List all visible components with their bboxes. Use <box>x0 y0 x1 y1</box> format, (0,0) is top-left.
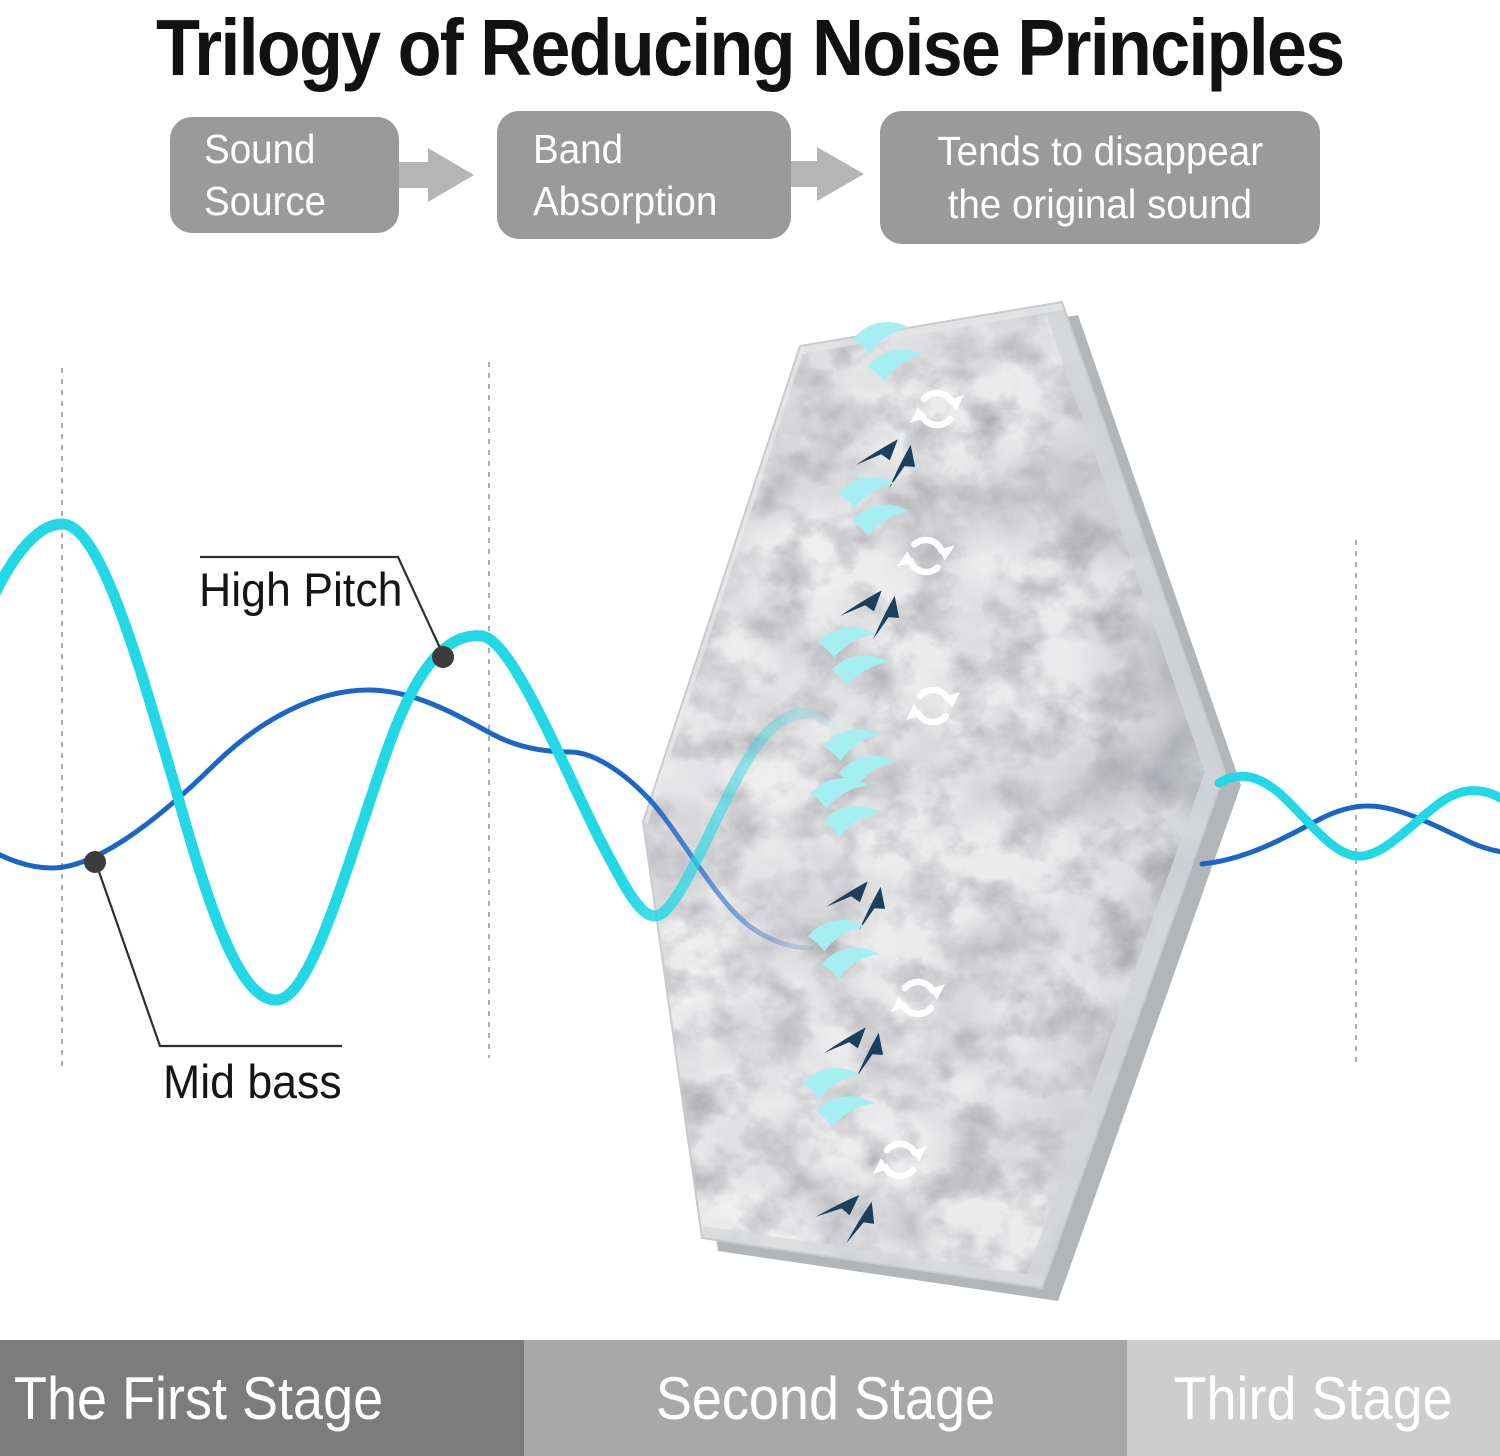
high-pitch-wave-incoming <box>0 518 848 1006</box>
page-title: Trilogy of Reducing Noise Principles <box>156 3 1345 92</box>
flow-step-label: Absorption <box>533 178 718 224</box>
high-pitch-callout-dot <box>432 646 454 668</box>
flow-step-sound-disappears: Tends to disappear the original sound <box>880 111 1320 244</box>
flow-step-band-absorption: Band Absorption <box>497 111 791 239</box>
mid-bass-wave-incoming <box>0 687 815 951</box>
flow-step-label: Sound <box>204 125 316 172</box>
stage-second: Second Stage <box>524 1340 1127 1456</box>
flow-step-label: Source <box>204 178 327 224</box>
mid-bass-callout-line <box>95 865 342 1048</box>
right-arrow-icon <box>775 147 864 201</box>
panel-outline <box>641 300 1227 1290</box>
stage-bar: The First Stage Second Stage Third Stage <box>0 1340 1500 1456</box>
high-pitch-wave-outgoing <box>1214 771 1500 861</box>
stage-first: The First Stage <box>0 1340 525 1456</box>
callouts <box>95 555 441 1048</box>
stage-third: Third Stage <box>1126 1340 1500 1456</box>
flow-step-label: the original sound <box>947 180 1253 227</box>
flow-step-label: Band <box>533 125 624 172</box>
flow-step-label: Tends to disappear <box>937 128 1263 175</box>
mid-bass-callout-dot <box>84 851 106 873</box>
dashed-guide-lines <box>61 362 1357 1068</box>
mid-bass-label: Mid bass <box>163 1055 342 1108</box>
high-pitch-callout-line <box>200 555 441 649</box>
mid-bass-wave-outgoing <box>1199 803 1500 867</box>
flow-step-sound-source: Sound Source <box>170 117 399 233</box>
right-arrow-icon <box>388 148 474 202</box>
high-pitch-label: High Pitch <box>199 563 403 616</box>
flow-arrows <box>388 147 864 202</box>
